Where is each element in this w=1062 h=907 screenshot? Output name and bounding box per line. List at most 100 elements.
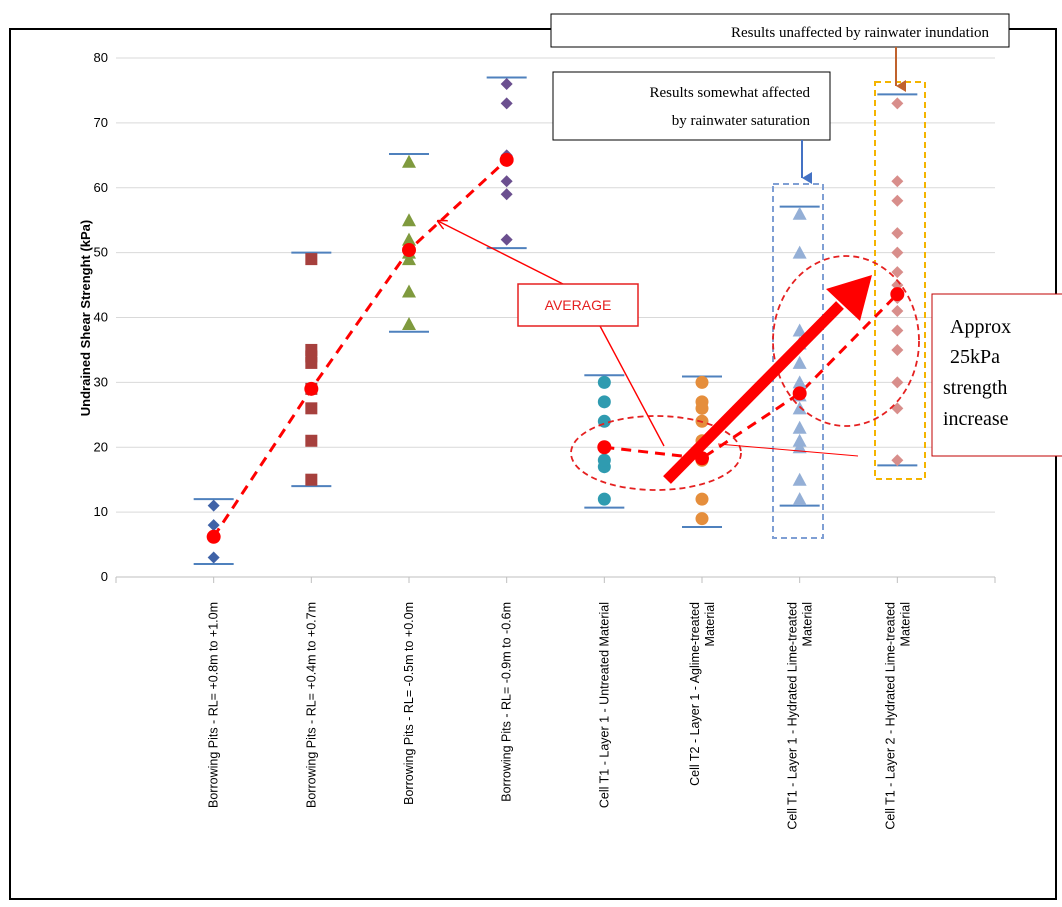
average-trend-line-1	[604, 293, 899, 460]
y-tick-label-80: 80	[94, 50, 108, 65]
data-point-6-1	[792, 472, 807, 486]
x-category-label-6: Cell T1 - Layer 1 - Hydrated Lime-treate…	[786, 602, 815, 830]
x-category-label-0-line-0: Borrowing Pits - RL= +0.8m to +1.0m	[207, 602, 221, 808]
data-point-0-1	[207, 519, 220, 532]
data-point-7-1	[891, 402, 904, 415]
y-tick-label-60: 60	[94, 180, 108, 195]
data-point-4-5	[597, 395, 611, 409]
x-category-label-4-line-0: Cell T1 - Layer 1 - Untreated Material	[597, 602, 611, 808]
data-point-1-2	[305, 402, 318, 415]
data-point-3-2	[500, 175, 513, 188]
affected-label-line-2: by rainwater saturation	[672, 113, 811, 129]
average-point-1	[304, 381, 319, 396]
unaffected-dashed-box	[874, 81, 926, 480]
y-axis-title: Undrained Shear Strenght (kPa)	[78, 220, 93, 416]
data-point-3-4	[500, 97, 513, 110]
data-point-7-11	[891, 194, 904, 207]
data-point-2-1	[402, 284, 416, 298]
data-point-1-6	[305, 343, 318, 356]
chart-frame	[9, 28, 1057, 900]
data-point-6-8	[792, 355, 807, 369]
data-point-6-10	[792, 323, 807, 337]
annotations: AVERAGE Approx 25kPa strength increase R…	[438, 13, 1062, 491]
data-point-5-7	[695, 375, 709, 389]
x-category-label-0: Borrowing Pits - RL= +0.8m to +1.0m	[207, 602, 221, 808]
data-point-3-0	[500, 233, 513, 246]
x-axis: Borrowing Pits - RL= +0.8m to +1.0m Borro…	[115, 577, 996, 830]
data-point-1-7	[305, 253, 318, 266]
increase-text-line-4: increase	[943, 408, 1009, 430]
average-point-2	[402, 243, 416, 258]
data-point-6-11	[792, 245, 807, 259]
data-point-2-0	[402, 316, 416, 330]
data-point-5-0	[695, 512, 709, 526]
data-point-2-5	[402, 213, 416, 227]
data-point-7-9	[891, 246, 904, 259]
average-point-0	[206, 529, 221, 544]
y-tick-label-50: 50	[94, 245, 108, 260]
affected-label-box	[552, 71, 831, 141]
data-point-7-12	[891, 175, 904, 188]
data-point-6-12	[792, 206, 807, 220]
x-category-label-1: Borrowing Pits - RL= +0.4m to +0.7m	[304, 602, 318, 808]
x-category-label-5-line-0: Cell T2 - Layer 1 - Aglime-treated	[688, 602, 702, 786]
average-trend-line-0	[212, 158, 508, 538]
affected-dashed-box	[772, 183, 824, 539]
y-axis: 0 10 20 30 40 50 60 70 80	[94, 50, 108, 584]
increase-text-line-1: Approx	[950, 316, 1011, 338]
data-point-7-0	[891, 454, 904, 467]
y-tick-label-30: 30	[94, 374, 108, 389]
data-point-1-0	[305, 473, 318, 486]
unaffected-label: Results unaffected by rainwater inundati…	[731, 25, 989, 41]
x-category-label-7: Cell T1 - Layer 2 - Hydrated Lime-treate…	[883, 602, 912, 830]
data-point-7-10	[891, 227, 904, 240]
data-point-2-4	[402, 232, 416, 246]
data-point-4-2	[597, 453, 611, 467]
increase-text-line-2: 25kPa	[950, 346, 1000, 368]
data-point-7-4	[891, 324, 904, 337]
data-point-4-6	[597, 375, 611, 389]
average-pointer-line-1	[438, 221, 564, 285]
grid-layer	[116, 57, 995, 578]
x-category-label-5: Cell T2 - Layer 1 - Aglime-treated Materi…	[688, 602, 717, 786]
data-point-4-0	[597, 492, 611, 506]
data-point-3-1	[500, 188, 513, 201]
average-label: AVERAGE	[545, 297, 612, 313]
y-tick-label-20: 20	[94, 439, 108, 454]
y-tick-label-40: 40	[94, 310, 108, 325]
data-point-0-2	[207, 499, 220, 512]
data-point-6-3	[792, 433, 807, 447]
data-point-5-6	[695, 395, 709, 409]
data-point-2-6	[402, 154, 416, 168]
average-label-box	[517, 283, 639, 327]
data-point-6-4	[792, 420, 807, 434]
data-point-7-3	[891, 343, 904, 356]
data-point-1-1	[305, 434, 318, 447]
increase-text-line-3: strength	[943, 377, 1007, 399]
x-category-label-7-line-0: Cell T1 - Layer 2 - Hydrated Lime-treate…	[883, 602, 897, 830]
data-point-7-8	[891, 266, 904, 279]
data-point-7-13	[891, 97, 904, 110]
x-category-label-6-line-0: Cell T1 - Layer 1 - Hydrated Lime-treate…	[786, 602, 800, 830]
y-tick-label-0: 0	[101, 569, 108, 584]
average-point-4	[597, 440, 612, 455]
x-category-label-7-line-1: Material	[898, 602, 912, 646]
x-category-label-2-line-0: Borrowing Pits - RL= -0.5m to +0.0m	[402, 602, 416, 805]
increase-text-box	[931, 293, 1062, 457]
x-category-label-5-line-1: Material	[703, 602, 717, 646]
range-bars	[193, 76, 918, 566]
x-category-label-3-line-0: Borrowing Pits - RL= -0.9m to -0.6m	[500, 602, 514, 802]
data-point-7-5	[891, 305, 904, 318]
data-point-0-0	[207, 551, 220, 564]
x-category-label-4: Cell T1 - Layer 1 - Untreated Material	[597, 602, 611, 808]
high-group-ellipse	[772, 255, 920, 427]
y-tick-label-70: 70	[94, 115, 108, 130]
data-point-3-5	[500, 77, 513, 90]
average-point-7	[890, 287, 905, 302]
average-point-3	[499, 152, 514, 167]
average-points	[206, 152, 905, 544]
x-category-label-6-line-1: Material	[801, 602, 815, 646]
low-group-ellipse	[570, 415, 742, 491]
